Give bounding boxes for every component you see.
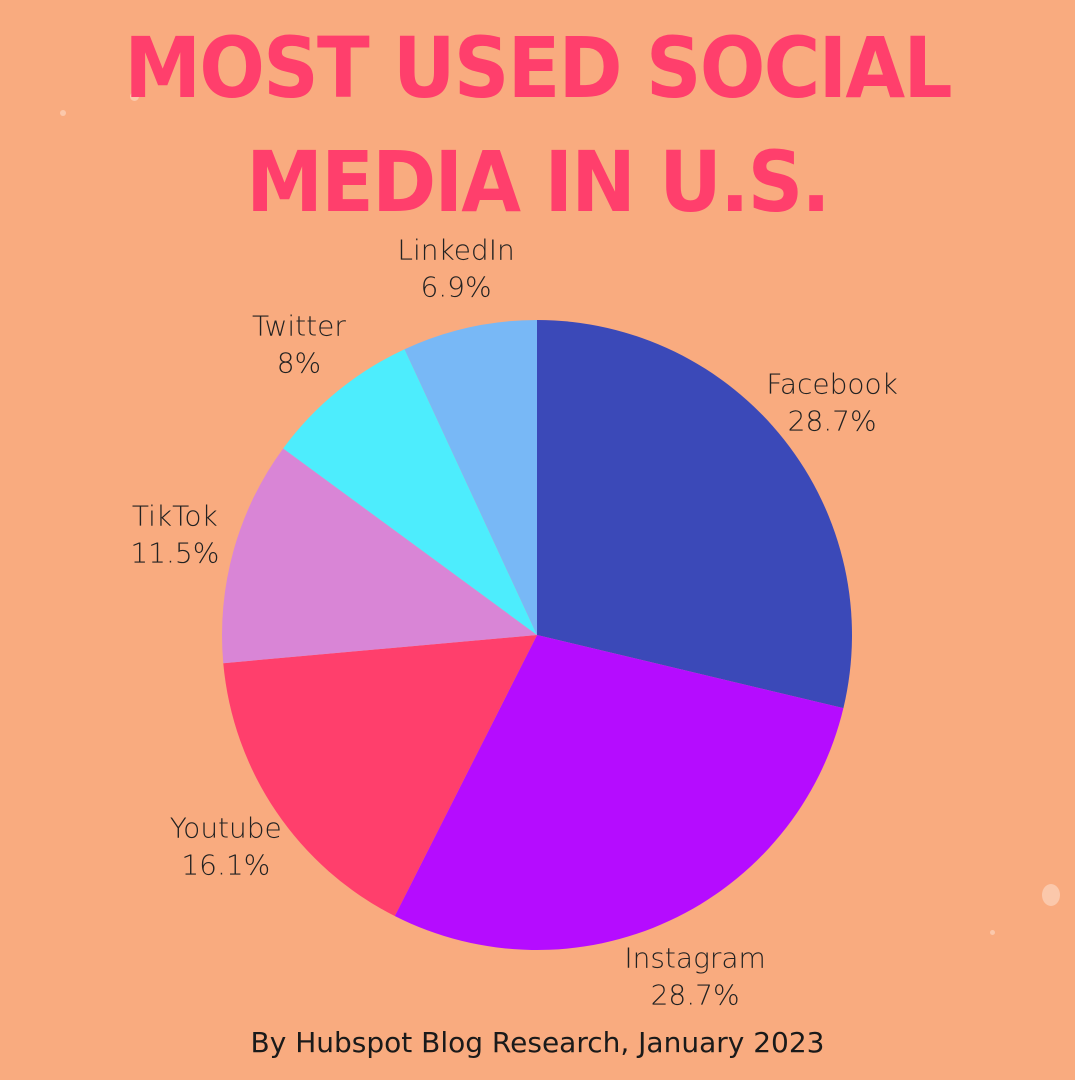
pie-label-value: 6.9% <box>420 270 491 303</box>
background-speck <box>60 110 66 116</box>
pie-label-value: 11.5% <box>130 536 219 569</box>
chart-title-line-1: MOST USED SOCIAL <box>124 19 952 117</box>
pie-label-twitter: Twitter 8% <box>252 309 346 379</box>
background-speck <box>1042 884 1060 906</box>
background-speck <box>130 92 139 101</box>
pie-label-value: 16.1% <box>181 849 270 882</box>
pie-slice-youtube <box>223 635 538 917</box>
pie-label-name: Facebook <box>766 368 898 401</box>
pie-slice-twitter <box>283 349 537 635</box>
background-speck <box>990 930 995 935</box>
pie-slice-tiktok <box>222 448 538 664</box>
pie-label-youtube: Youtube 16.1% <box>170 812 282 882</box>
pie-label-tiktok: TikTok 11.5% <box>130 499 219 569</box>
pie-slices <box>222 320 852 951</box>
chart-title-line-2: MEDIA IN U.S. <box>246 133 831 231</box>
source-caption: By Hubspot Blog Research, January 2023 <box>250 1026 825 1059</box>
pie-label-linkedin: LinkedIn 6.9% <box>397 233 514 303</box>
pie-label-name: Twitter <box>252 309 346 342</box>
pie-slice-instagram <box>394 635 844 951</box>
pie-labels: Facebook 28.7% Instagram 28.7% Youtube 16.1% T… <box>130 233 898 1011</box>
pie-slice-linkedin <box>404 320 537 635</box>
pie-label-value: 28.7% <box>651 979 740 1012</box>
pie-label-name: TikTok <box>132 499 218 532</box>
pie-label-instagram: Instagram 28.7% <box>624 942 765 1012</box>
pie-label-name: LinkedIn <box>397 233 514 266</box>
pie-label-facebook: Facebook 28.7% <box>766 368 898 438</box>
pie-slice-facebook <box>537 320 852 709</box>
pie-label-value: 28.7% <box>788 405 877 438</box>
pie-label-name: Youtube <box>170 812 282 845</box>
pie-label-value: 8% <box>277 346 321 379</box>
pie-label-name: Instagram <box>624 942 765 975</box>
